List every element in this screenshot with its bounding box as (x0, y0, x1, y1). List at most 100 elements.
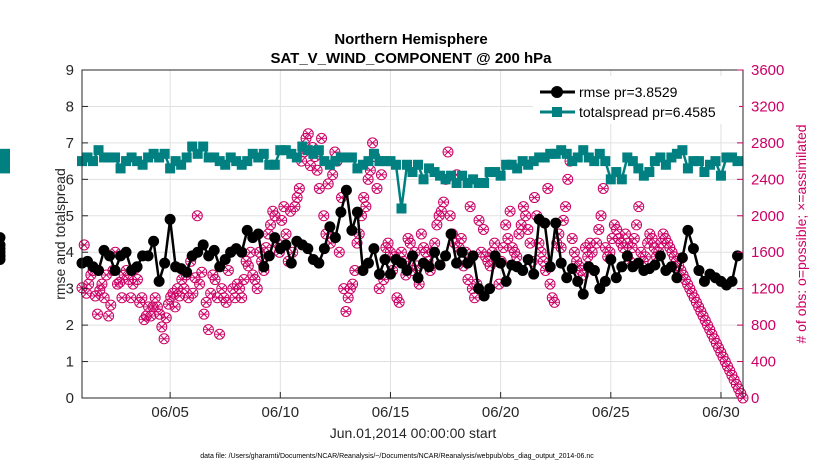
obs-point (548, 296, 560, 308)
obs-possible-marker (316, 132, 328, 144)
left-tick-label: 8 (66, 98, 74, 115)
totalspread-point (187, 141, 198, 152)
plot-frame (81, 69, 744, 399)
totalspread-point (484, 167, 495, 178)
totalspread-point (523, 159, 534, 170)
totalspread-point (633, 163, 644, 174)
obs-point (89, 290, 101, 302)
rmse-point (561, 272, 573, 284)
totalspread-point (594, 148, 605, 159)
obs-possible-marker (522, 223, 534, 235)
totalspread-point (583, 152, 594, 163)
obs-point (242, 260, 254, 272)
obs-point (469, 292, 481, 304)
left-tick-label: 7 (66, 135, 74, 152)
rmse-point (605, 254, 617, 266)
rmse-point (252, 228, 264, 240)
obs-possible-marker (322, 178, 334, 190)
totalspread-point (99, 152, 110, 163)
totalspread-point (451, 177, 462, 188)
rmse-point (401, 264, 413, 276)
obs-point (92, 308, 104, 320)
totalspread-point (368, 148, 379, 159)
obs-point (342, 292, 354, 304)
obs-possible-marker (595, 210, 607, 222)
obs-possible-marker (196, 266, 208, 278)
totalspread-point (159, 148, 170, 159)
obs-point (158, 333, 170, 345)
obs-possible-marker (371, 182, 383, 194)
rmse-point (500, 275, 512, 287)
rmse-point (539, 217, 551, 229)
totalspread-point (457, 170, 468, 181)
obs-possible-marker (318, 210, 330, 222)
obs-point (340, 305, 352, 317)
rmse-point (693, 264, 705, 276)
totalspread-point (93, 145, 104, 156)
totalspread-point (286, 148, 297, 159)
rmse-point (0, 232, 6, 244)
obs-point (593, 223, 605, 235)
totalspread-point (616, 174, 627, 185)
totalspread-point (561, 148, 572, 159)
totalspread-point (688, 156, 699, 167)
totalspread-point (512, 163, 523, 174)
obs-point (194, 278, 206, 290)
totalspread-point (346, 152, 357, 163)
rmse-point (429, 246, 441, 258)
rmse-point (665, 261, 677, 273)
totalspread-point (264, 159, 275, 170)
totalspread-point (302, 145, 313, 156)
rmse-point (522, 254, 534, 266)
obs-point (216, 283, 228, 295)
totalspread-point (660, 159, 671, 170)
totalspread-point (357, 159, 368, 170)
rmse-point (451, 257, 463, 269)
totalspread-point (209, 152, 220, 163)
totalspread-point (352, 163, 363, 174)
obs-point (560, 201, 572, 213)
obs-point (151, 301, 163, 313)
totalspread-point (297, 141, 308, 152)
rmse-point (181, 266, 193, 278)
totalspread-point (88, 156, 99, 167)
right-tick-label: 3600 (751, 62, 784, 79)
obs-point (628, 233, 640, 245)
rmse-point (407, 250, 418, 262)
rmse-point (153, 275, 165, 287)
rmse-point (318, 243, 330, 255)
obs-possible-marker (131, 274, 143, 286)
obs-point (455, 233, 467, 245)
rmse-point (340, 184, 352, 196)
totalspread-point (501, 159, 512, 170)
rmse-point (456, 246, 468, 258)
totalspread-point (468, 174, 479, 185)
obs-possible-marker (136, 292, 148, 304)
obs-point (96, 278, 108, 290)
obs-possible-marker (238, 274, 250, 286)
totalspread-point (396, 203, 407, 214)
totalspread-point (236, 159, 247, 170)
rmse-point (610, 272, 622, 284)
rmse-point (599, 275, 611, 287)
totalspread-point (110, 152, 121, 163)
obs-point (464, 201, 476, 213)
rmse-point (258, 261, 270, 273)
rmse-point (313, 257, 325, 269)
rmse-point (484, 283, 496, 295)
totalspread-point (567, 156, 578, 167)
left-tick-label: 4 (66, 244, 74, 261)
obs-point (209, 274, 221, 286)
right-tick-label: 2000 (751, 208, 784, 225)
rmse-point (649, 259, 661, 271)
rmse-point (423, 261, 435, 273)
totalspread-point (578, 145, 589, 156)
legend-box (533, 76, 739, 124)
obs-point (169, 301, 181, 313)
totalspread-point (710, 156, 721, 167)
obs-possible-marker (444, 210, 456, 222)
rmse-point (654, 250, 666, 262)
right-tick-label: 2400 (751, 171, 784, 188)
rmse-point (731, 250, 743, 262)
obs-possible-marker (520, 210, 532, 222)
